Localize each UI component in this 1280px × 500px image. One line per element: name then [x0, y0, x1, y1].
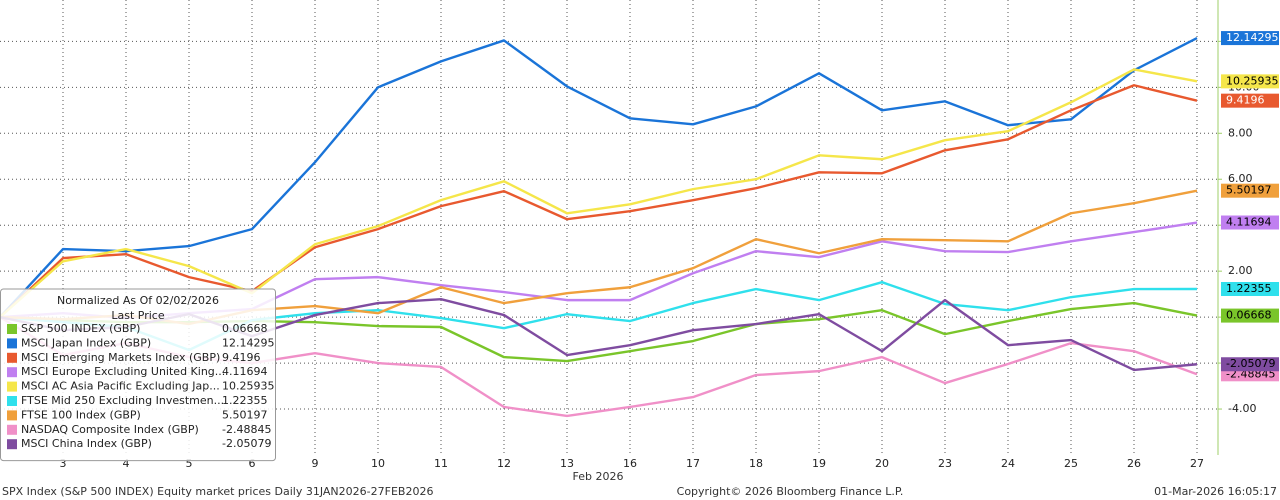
value-tag-label: 1.22355	[1226, 282, 1272, 295]
value-tag	[1221, 308, 1279, 323]
y-tick-label: 8.00	[1228, 126, 1253, 139]
series-line	[0, 37, 1198, 318]
value-tag	[1221, 74, 1279, 89]
value-tag	[1221, 215, 1279, 230]
legend-swatch	[7, 381, 17, 392]
value-tag	[1221, 93, 1279, 108]
x-tick-label: 25	[1064, 457, 1078, 470]
x-tick-label: 5	[186, 457, 193, 470]
x-tick-label: 19	[812, 457, 826, 470]
y-tick-label: 2.00	[1228, 264, 1253, 277]
value-tag-label: 10.25935	[1226, 74, 1279, 87]
legend-value: -2.05079	[222, 437, 271, 450]
legend-swatch	[7, 396, 17, 406]
value-tag-label: 9.4196	[1226, 94, 1265, 107]
legend-value: 12.14295	[222, 336, 275, 349]
legend-label: MSCI AC Asia Pacific Excluding Jap...	[21, 380, 220, 393]
value-tag	[1221, 282, 1279, 297]
legend-label: S&P 500 INDEX (GBP)	[21, 322, 140, 335]
x-tick-label: 26	[1127, 457, 1141, 470]
value-tag	[1221, 183, 1279, 198]
legend: Normalized As Of 02/02/2026 Last PriceS&P…	[0, 288, 276, 462]
value-tag-label: 5.50197	[1226, 184, 1272, 197]
legend-value: 10.25935	[222, 380, 275, 393]
legend-swatch	[7, 439, 17, 450]
value-tag-label: 4.11694	[1226, 216, 1272, 229]
x-tick-label: 12	[497, 457, 511, 470]
x-tick-label: 6	[249, 457, 256, 470]
legend-label: NASDAQ Composite Index (GBP)	[21, 423, 199, 436]
legend-swatch	[7, 410, 17, 421]
x-tick-label: 16	[623, 457, 637, 470]
footer-center: Copyright© 2026 Bloomberg Finance L.P.	[677, 485, 904, 498]
y-tick-label: 6.00	[1228, 172, 1253, 185]
x-tick-label: 24	[1001, 457, 1015, 470]
x-tick-label: 11	[434, 457, 448, 470]
value-tag-label: 12.14295	[1226, 31, 1279, 44]
legend-box	[0, 288, 276, 462]
legend-label: MSCI China Index (GBP)	[21, 437, 152, 450]
value-tag-label: 0.06668	[1226, 309, 1272, 322]
legend-value: 9.4196	[222, 351, 261, 364]
legend-value: -2.48845	[222, 423, 271, 436]
x-tick-label: 4	[123, 457, 130, 470]
y-tick-label: -4.00	[1228, 402, 1256, 415]
legend-swatch	[7, 352, 17, 363]
series-line	[0, 84, 1198, 318]
x-tick-label: 13	[560, 457, 574, 470]
legend-label: MSCI Emerging Markets Index (GBP)	[21, 351, 220, 364]
x-tick-label: 17	[686, 457, 700, 470]
legend-label: FTSE Mid 250 Excluding Investmen...	[21, 394, 224, 407]
legend-label: MSCI Europe Excluding United King...	[21, 365, 225, 378]
x-tick-label: 10	[371, 457, 385, 470]
footer-right: 01-Mar-2026 16:05:17	[1154, 485, 1277, 498]
legend-swatch	[7, 367, 17, 378]
legend-value: 0.06668	[222, 322, 268, 335]
legend-value: 1.22355	[222, 394, 268, 407]
footer-left: SPX Index (S&P 500 INDEX) Equity market …	[2, 485, 433, 498]
legend-label: MSCI Japan Index (GBP)	[21, 336, 151, 349]
x-tick-label: 3	[60, 457, 67, 470]
value-tag	[1221, 31, 1279, 46]
x-tick-label: 23	[938, 457, 952, 470]
x-tick-label: 27	[1190, 457, 1204, 470]
value-tag	[1221, 357, 1279, 372]
legend-label: FTSE 100 Index (GBP)	[21, 408, 141, 421]
legend-title: Normalized As Of 02/02/2026	[57, 294, 219, 307]
value-tag-label: -2.05079	[1226, 357, 1275, 370]
legend-swatch	[7, 338, 17, 349]
x-axis-label: Feb 2026	[573, 470, 624, 483]
x-tick-label: 20	[875, 457, 889, 470]
x-tick-label: 18	[749, 457, 763, 470]
legend-swatch	[7, 424, 17, 435]
legend-value: 5.50197	[222, 408, 268, 421]
legend-header: Last Price	[111, 309, 164, 322]
x-tick-label: 9	[312, 457, 319, 470]
legend-value: 4.11694	[222, 365, 268, 378]
series-line	[0, 68, 1198, 319]
legend-swatch	[7, 324, 17, 334]
